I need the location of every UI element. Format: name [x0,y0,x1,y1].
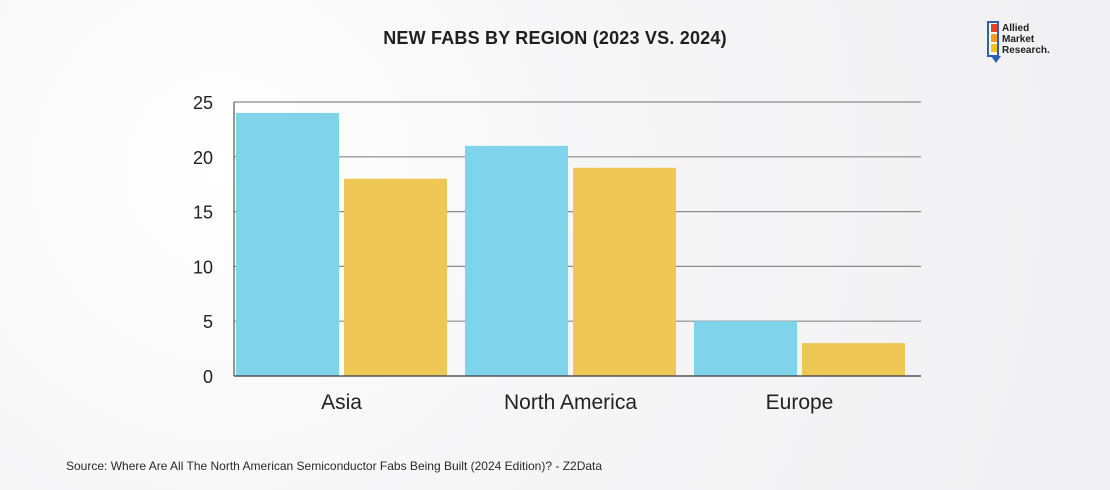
bar-2024-europe [802,343,905,376]
y-tick-label: 0 [203,367,213,387]
bar-2023-north-america [465,145,568,376]
x-tick-label: North America [504,391,637,414]
x-tick-label: Europe [766,391,834,414]
y-tick-label: 15 [193,203,213,223]
y-tick-label: 10 [193,257,213,277]
bar-2024-asia [344,178,447,376]
logo-block-red [991,24,997,32]
source-note: Source: Where Are All The North American… [66,459,603,473]
logo-line-3: Research. [1002,45,1050,56]
logo-block-orange [991,34,997,42]
chart-title: NEW FABS BY REGION (2023 VS. 2024) [383,28,727,48]
bar-2024-north-america [573,167,676,376]
allied-market-research-logo: Allied Market Research. [987,21,1077,69]
logo-line-2: Market [1002,34,1035,45]
y-tick-label: 5 [203,312,213,332]
bar-2023-asia [236,112,339,377]
logo-text: Allied Market Research. [1002,23,1050,56]
logo-tail-icon [991,56,1001,63]
logo-line-1: Allied [1002,23,1030,34]
bar-2023-europe [694,321,797,376]
y-tick-label: 25 [193,93,213,113]
x-tick-label: Asia [321,391,362,414]
y-tick-label: 20 [193,148,213,168]
logo-block-yellow [991,44,997,52]
